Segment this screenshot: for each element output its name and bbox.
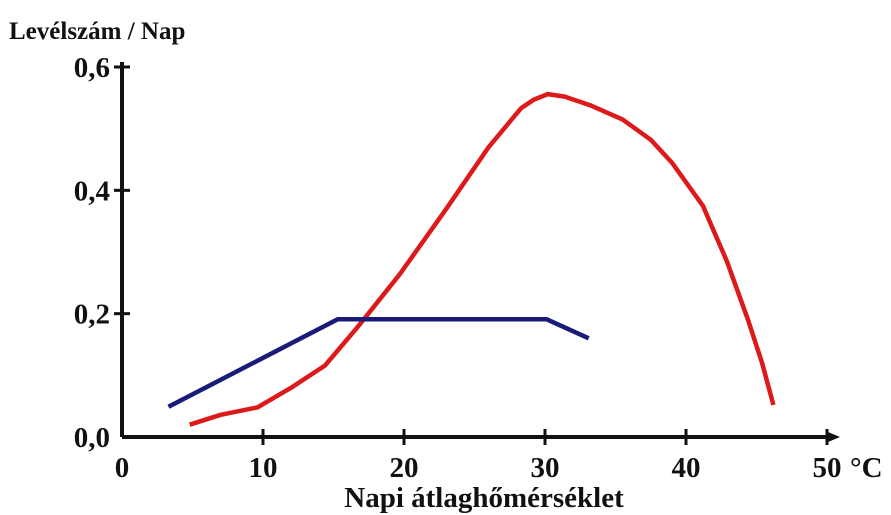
series-layer bbox=[167, 91, 776, 427]
x-tick-label: 20 bbox=[390, 452, 419, 484]
series-line-1 bbox=[189, 91, 776, 427]
axes bbox=[120, 62, 840, 442]
x-axis-unit: °C bbox=[850, 452, 883, 484]
y-axis-label: Levélszám / Nap bbox=[9, 18, 185, 45]
y-tick-label: 0,4 bbox=[74, 175, 110, 207]
x-tick-label: 50 bbox=[813, 452, 842, 484]
x-tick-label: 40 bbox=[672, 452, 701, 484]
y-tick-label: 0,0 bbox=[74, 422, 110, 454]
ticks: 0 10 20 30 40 50 0,0 0,2 0,4 0,6 bbox=[74, 52, 842, 484]
y-tick-label: 0,6 bbox=[74, 52, 110, 84]
series-line-2 bbox=[167, 316, 590, 409]
y-tick-label: 0,2 bbox=[74, 299, 110, 331]
x-axis-label: Napi átlaghőmérséklet bbox=[344, 482, 624, 514]
x-axis-arrow bbox=[828, 432, 840, 442]
x-tick-label: 0 bbox=[115, 452, 130, 484]
x-tick-label: 30 bbox=[531, 452, 560, 484]
x-tick-label: 10 bbox=[249, 452, 278, 484]
